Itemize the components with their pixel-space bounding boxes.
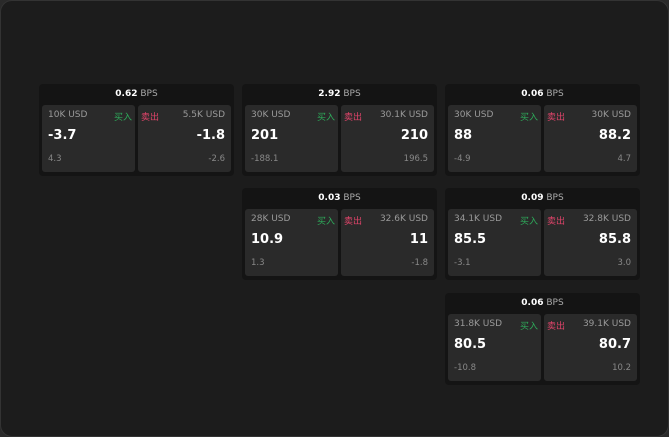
spread-header: 0.03 BPS <box>242 188 437 209</box>
sell-label: 卖出 <box>547 113 566 123</box>
buy-quantity: 30K USD <box>454 110 494 120</box>
spread-header: 0.62 BPS <box>39 84 234 105</box>
sell-quantity: 5.5K USD <box>182 110 225 120</box>
sell-quantity: 39.1K USD <box>582 319 631 329</box>
sell-quote-panel[interactable]: 39.1K USD 卖出 80.7 10.2 <box>544 314 637 381</box>
spread-unit: BPS <box>546 89 564 99</box>
sell-quote-panel[interactable]: 32.6K USD 卖出 11 -1.8 <box>341 209 434 276</box>
sell-quantity: 32.8K USD <box>582 214 631 224</box>
spread-value: 0.09 <box>521 193 544 203</box>
buy-quote-panel[interactable]: 31.8K USD 买入 80.5 -10.8 <box>448 314 541 381</box>
buy-label: 买入 <box>519 217 538 227</box>
buy-price: 88 <box>454 128 473 143</box>
sell-quote-panel[interactable]: 30K USD 卖出 88.2 4.7 <box>544 105 637 172</box>
sell-price: 88.2 <box>598 128 631 143</box>
quote-card: 0.09 BPS 34.1K USD 买入 85.5 -3.1 32.8K US… <box>445 188 640 280</box>
sell-quote-panel[interactable]: 32.8K USD 卖出 85.8 3.0 <box>544 209 637 276</box>
sell-label: 卖出 <box>547 322 566 332</box>
spread-header: 0.06 BPS <box>445 293 640 314</box>
buy-label: 买入 <box>113 113 132 123</box>
sell-price: 80.7 <box>598 337 631 352</box>
sell-quantity: 32.6K USD <box>379 214 428 224</box>
buy-change: -188.1 <box>251 154 279 164</box>
sell-price: 85.8 <box>598 232 631 247</box>
buy-price: 80.5 <box>454 337 487 352</box>
buy-change: 1.3 <box>251 258 265 268</box>
sell-change: 3.0 <box>617 258 631 268</box>
buy-quote-panel[interactable]: 34.1K USD 买入 85.5 -3.1 <box>448 209 541 276</box>
quote-card: 0.03 BPS 28K USD 买入 10.9 1.3 32.6K USD 卖… <box>242 188 437 280</box>
buy-price: 201 <box>251 128 279 143</box>
buy-quantity: 30K USD <box>251 110 291 120</box>
sell-label: 卖出 <box>344 113 363 123</box>
sell-quantity: 30K USD <box>591 110 631 120</box>
sell-change: -2.6 <box>208 154 225 164</box>
sell-price: 11 <box>409 232 428 247</box>
sell-change: -1.8 <box>411 258 428 268</box>
sell-quote-panel[interactable]: 30.1K USD 卖出 210 196.5 <box>341 105 434 172</box>
buy-label: 买入 <box>316 217 335 227</box>
sell-change: 196.5 <box>403 154 428 164</box>
quote-card: 0.06 BPS 30K USD 买入 88 -4.9 30K USD 卖出 8… <box>445 84 640 176</box>
buy-quote-panel[interactable]: 30K USD 买入 88 -4.9 <box>448 105 541 172</box>
sell-change: 4.7 <box>617 154 631 164</box>
buy-price: -3.7 <box>48 128 77 143</box>
spread-unit: BPS <box>546 298 564 308</box>
sell-quote-panel[interactable]: 5.5K USD 卖出 -1.8 -2.6 <box>138 105 231 172</box>
sell-label: 卖出 <box>141 113 160 123</box>
spread-header: 2.92 BPS <box>242 84 437 105</box>
spread-unit: BPS <box>343 193 361 203</box>
spread-value: 0.62 <box>115 89 138 99</box>
buy-change: -4.9 <box>454 154 471 164</box>
buy-price: 85.5 <box>454 232 487 247</box>
quote-card: 0.06 BPS 31.8K USD 买入 80.5 -10.8 39.1K U… <box>445 293 640 385</box>
buy-price: 10.9 <box>251 232 284 247</box>
buy-quantity: 10K USD <box>48 110 88 120</box>
sell-change: 10.2 <box>612 363 631 373</box>
sell-price: 210 <box>400 128 428 143</box>
sell-label: 卖出 <box>344 217 363 227</box>
buy-quote-panel[interactable]: 30K USD 买入 201 -188.1 <box>245 105 338 172</box>
spread-header: 0.06 BPS <box>445 84 640 105</box>
quote-card: 0.62 BPS 10K USD 买入 -3.7 4.3 5.5K USD 卖出… <box>39 84 234 176</box>
buy-quote-panel[interactable]: 10K USD 买入 -3.7 4.3 <box>42 105 135 172</box>
spread-value: 0.06 <box>521 298 544 308</box>
buy-quote-panel[interactable]: 28K USD 买入 10.9 1.3 <box>245 209 338 276</box>
buy-quantity: 34.1K USD <box>454 214 503 224</box>
sell-quantity: 30.1K USD <box>379 110 428 120</box>
buy-change: -10.8 <box>454 363 476 373</box>
buy-change: 4.3 <box>48 154 62 164</box>
spread-unit: BPS <box>140 89 158 99</box>
spread-value: 2.92 <box>318 89 341 99</box>
buy-label: 买入 <box>519 113 538 123</box>
quote-card: 2.92 BPS 30K USD 买入 201 -188.1 30.1K USD… <box>242 84 437 176</box>
sell-price: -1.8 <box>196 128 225 143</box>
buy-label: 买入 <box>316 113 335 123</box>
spread-value: 0.06 <box>521 89 544 99</box>
spread-value: 0.03 <box>318 193 341 203</box>
buy-label: 买入 <box>519 322 538 332</box>
buy-quantity: 28K USD <box>251 214 291 224</box>
spread-unit: BPS <box>546 193 564 203</box>
buy-quantity: 31.8K USD <box>454 319 503 329</box>
sell-label: 卖出 <box>547 217 566 227</box>
spread-unit: BPS <box>343 89 361 99</box>
spread-header: 0.09 BPS <box>445 188 640 209</box>
buy-change: -3.1 <box>454 258 471 268</box>
